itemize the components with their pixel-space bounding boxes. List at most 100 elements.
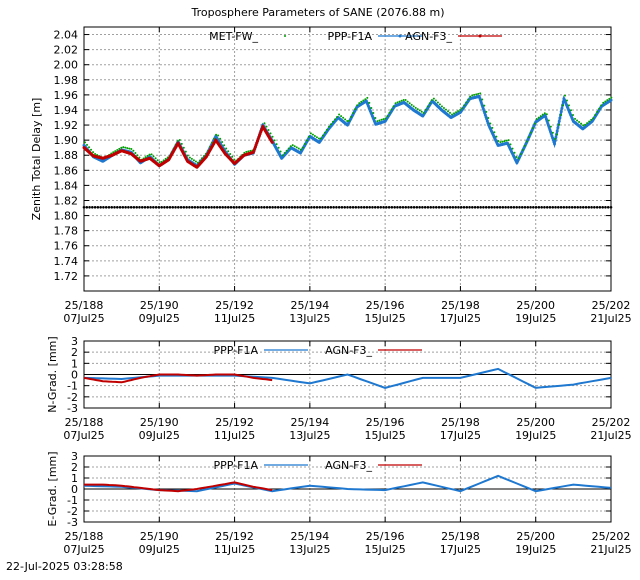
met-reference-dot (518, 206, 521, 209)
met-point (219, 138, 221, 140)
met-point (528, 136, 530, 138)
met-reference-dot (180, 206, 183, 209)
met-reference-dot (510, 206, 513, 209)
met-point (546, 113, 548, 115)
met-reference-dot (432, 206, 435, 209)
met-reference-dot (477, 206, 480, 209)
met-reference-dot (410, 206, 413, 209)
y-tick-label: 1.92 (54, 119, 79, 132)
met-point (382, 118, 384, 120)
met-point (362, 100, 364, 102)
met-reference-dot (360, 206, 363, 209)
data-point (558, 120, 561, 123)
met-reference-dot (515, 206, 518, 209)
met-reference-dot (418, 206, 421, 209)
met-reference-dot (385, 206, 388, 209)
x-tick-label: 25/188 (65, 416, 104, 429)
y-tick-label: 1.90 (54, 134, 79, 147)
met-point (606, 99, 608, 101)
y-tick-label: -1 (67, 380, 78, 393)
met-point (409, 102, 411, 104)
met-reference-dot (521, 206, 524, 209)
met-reference-dot (485, 206, 488, 209)
met-point (215, 134, 217, 136)
met-reference-dot (579, 206, 582, 209)
x-tick-label: 25/192 (215, 299, 254, 312)
met-point (425, 109, 427, 111)
met-reference-dot (560, 206, 563, 209)
legend-label: AGN-F3_ (325, 344, 372, 357)
met-point (386, 115, 388, 117)
met-point (445, 109, 447, 111)
met-point (90, 149, 92, 151)
met-reference-dot (260, 206, 263, 209)
met-point (520, 153, 522, 155)
met-point (88, 146, 90, 148)
met-reference-dot (280, 206, 283, 209)
legend-swatch-point (479, 35, 482, 38)
met-point (489, 123, 491, 125)
met-reference-dot (252, 206, 255, 209)
met-reference-dot (435, 206, 438, 209)
met-reference-dot (368, 206, 371, 209)
met-point (298, 147, 300, 149)
y-tick-label: -3 (67, 402, 78, 415)
met-point (290, 145, 292, 147)
x-tick-label: 25/200 (516, 299, 555, 312)
met-point (348, 120, 350, 122)
met-point (588, 121, 590, 123)
met-point (449, 112, 451, 114)
met-point (540, 115, 542, 117)
met-point (405, 99, 407, 101)
met-point (338, 114, 340, 116)
met-reference-dot (576, 206, 579, 209)
met-reference-dot (219, 206, 222, 209)
met-reference-dot (113, 206, 116, 209)
met-point (263, 122, 265, 124)
x-tick-date-label: 17Jul25 (440, 429, 481, 442)
met-reference-dot (288, 206, 291, 209)
met-point (447, 110, 449, 112)
met-point (463, 104, 465, 106)
x-tick-label: 25/202 (592, 299, 631, 312)
x-tick-label: 25/200 (516, 530, 555, 543)
x-tick-label: 25/190 (140, 299, 179, 312)
x-tick-date-label: 11Jul25 (214, 429, 255, 442)
met-reference-dot (149, 206, 152, 209)
met-point (564, 95, 566, 97)
met-point (431, 99, 433, 101)
met-reference-dot (468, 206, 471, 209)
met-point (155, 157, 157, 159)
met-reference-dot (588, 206, 591, 209)
met-point (151, 153, 153, 155)
x-tick-label: 25/194 (291, 416, 330, 429)
met-point (590, 119, 592, 121)
met-point (411, 104, 413, 106)
met-point (181, 143, 183, 145)
met-point (366, 97, 368, 99)
met-point (556, 133, 558, 135)
met-reference-dot (238, 206, 241, 209)
met-point (322, 135, 324, 137)
met-reference-dot (604, 206, 607, 209)
met-point (526, 141, 528, 143)
met-reference-dot (551, 206, 554, 209)
met-point (310, 132, 312, 134)
met-reference-dot (88, 206, 91, 209)
x-tick-label: 25/188 (65, 530, 104, 543)
met-point (314, 135, 316, 137)
met-reference-dot (488, 206, 491, 209)
met-reference-dot (302, 206, 305, 209)
met-point (374, 117, 376, 119)
met-point (189, 157, 191, 159)
met-point (542, 114, 544, 116)
series-line (84, 127, 272, 168)
met-reference-dot (124, 206, 127, 209)
y-tick-label: 2 (71, 346, 78, 359)
met-reference-dot (549, 206, 552, 209)
met-reference-dot (210, 206, 213, 209)
met-reference-dot (277, 206, 280, 209)
met-reference-dot (316, 206, 319, 209)
met-point (352, 112, 354, 114)
met-reference-dot (438, 206, 441, 209)
